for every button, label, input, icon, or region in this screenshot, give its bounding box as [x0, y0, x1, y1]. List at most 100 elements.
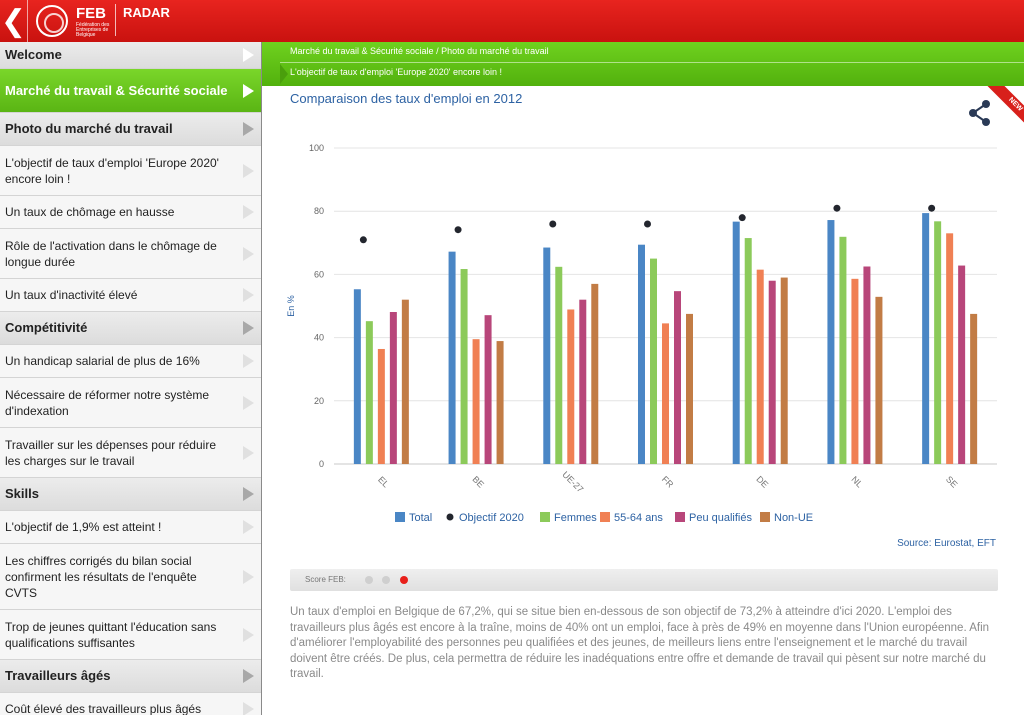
sidebar-item-8[interactable]: Un handicap salarial de plus de 16%: [0, 345, 261, 378]
chart-source: Source: Eurostat, EFT: [897, 538, 996, 549]
breadcrumb-path[interactable]: Marché du travail & Sécurité sociale / P…: [290, 46, 549, 56]
bar: [472, 339, 480, 464]
y-axis-label: En %: [286, 295, 296, 317]
breadcrumb-divider: [280, 62, 1024, 63]
bar: [448, 251, 456, 464]
chevron-right-icon: [243, 445, 254, 460]
legend-label: Objectif 2020: [459, 512, 524, 524]
legend-swatch: [600, 512, 610, 522]
y-tick-label: 40: [314, 333, 324, 343]
logo-circle-icon: [36, 5, 68, 37]
sidebar-item-7[interactable]: Compétitivité: [0, 312, 261, 345]
x-tick-label: FR: [660, 474, 676, 490]
target-marker: [644, 220, 651, 228]
logo-text: FEB: [76, 5, 106, 22]
back-button[interactable]: ❮: [0, 0, 28, 42]
bar: [744, 238, 752, 464]
sidebar-item-14[interactable]: Trop de jeunes quittant l'éducation sans…: [0, 610, 261, 660]
bar: [674, 291, 681, 464]
legend-label: Total: [409, 512, 432, 524]
bar: [686, 313, 693, 464]
y-tick-label: 100: [309, 143, 324, 153]
sidebar-item-label: Un handicap salarial de plus de 16%: [5, 354, 200, 368]
main-content: Comparaison des taux d'emploi en 2012 NE…: [262, 86, 1024, 715]
legend-label: Peu qualifiés: [689, 512, 752, 524]
bar: [638, 244, 645, 464]
x-tick-label: DE: [754, 474, 770, 490]
chevron-right-icon: [243, 48, 254, 62]
bar: [946, 233, 954, 464]
bar: [732, 221, 740, 464]
legend-swatch: [675, 512, 685, 522]
sidebar-item-label: Un taux d'inactivité élevé: [5, 288, 138, 302]
sidebar-item-2[interactable]: Photo du marché du travail: [0, 113, 261, 146]
sidebar-item-label: Travailler sur les dépenses pour réduire…: [5, 437, 216, 468]
bar: [970, 313, 978, 464]
bar: [768, 280, 776, 464]
sidebar-item-label: Les chiffres corrigés du bilan social co…: [5, 553, 197, 600]
sidebar-item-4[interactable]: Un taux de chômage en hausse: [0, 196, 261, 229]
score-dot-2: [382, 576, 390, 584]
sidebar-item-16[interactable]: Coût élevé des travailleurs plus âgés: [0, 693, 261, 715]
bar: [756, 269, 764, 464]
sidebar-item-3[interactable]: L'objectif de taux d'emploi 'Europe 2020…: [0, 146, 261, 196]
share-icon[interactable]: [965, 98, 995, 128]
chevron-left-icon: ❮: [0, 4, 27, 38]
feb-logo: FEB Fédération des Entreprises de Belgiq…: [36, 4, 116, 38]
y-tick-label: 80: [314, 206, 324, 216]
legend-swatch: [395, 512, 405, 522]
bar: [662, 323, 669, 464]
target-marker: [549, 220, 557, 228]
y-tick-label: 20: [314, 396, 324, 406]
sidebar-item-label: Rôle de l'activation dans le chômage de …: [5, 238, 217, 269]
sidebar-item-5[interactable]: Rôle de l'activation dans le chômage de …: [0, 229, 261, 279]
sidebar-item-1[interactable]: Marché du travail & Sécurité sociale: [0, 69, 261, 113]
score-bar: Score FEB:: [290, 569, 998, 591]
legend-marker: [446, 513, 454, 521]
bar: [922, 213, 930, 464]
sidebar-item-label: Compétitivité: [5, 320, 88, 335]
x-tick-label: SE: [944, 474, 960, 490]
sidebar-item-9[interactable]: Nécessaire de réformer notre système d'i…: [0, 378, 261, 428]
x-tick-label: BE: [470, 474, 486, 490]
chevron-right-icon: [243, 246, 254, 261]
y-tick-label: 0: [319, 459, 324, 469]
target-marker: [359, 236, 367, 244]
bar: [839, 236, 847, 464]
legend-label: Femmes: [554, 512, 597, 524]
chevron-right-icon: [243, 122, 254, 136]
bar: [496, 341, 504, 464]
chevron-right-icon: [243, 702, 254, 715]
app-title: RADAR: [123, 5, 170, 20]
y-tick-label: 60: [314, 269, 324, 279]
sidebar-item-13[interactable]: Les chiffres corrigés du bilan social co…: [0, 544, 261, 610]
bar: [484, 315, 492, 464]
bar: [353, 289, 361, 464]
sidebar-item-label: L'objectif de taux d'emploi 'Europe 2020…: [5, 155, 219, 186]
sidebar-item-6[interactable]: Un taux d'inactivité élevé: [0, 279, 261, 312]
bar: [377, 348, 385, 464]
sidebar-item-15[interactable]: Travailleurs âgés: [0, 660, 261, 693]
sidebar-item-0[interactable]: Welcome: [0, 42, 261, 69]
bar: [875, 296, 883, 464]
bar: [401, 299, 409, 464]
sidebar-item-11[interactable]: Skills: [0, 478, 261, 511]
sidebar-item-10[interactable]: Travailler sur les dépenses pour réduire…: [0, 428, 261, 478]
score-label: Score FEB:: [305, 575, 346, 584]
sidebar-menu: Welcome Marché du travail & Sécurité soci…: [0, 42, 262, 715]
bar: [555, 266, 563, 464]
bar: [567, 309, 575, 464]
chevron-right-icon: [243, 205, 254, 219]
score-dot-3: [400, 576, 408, 584]
bar: [460, 269, 468, 464]
bar: [579, 299, 587, 464]
sidebar-item-label: Nécessaire de réformer notre système d'i…: [5, 387, 210, 418]
legend-swatch: [540, 512, 550, 522]
employment-chart: 0 20 40 60 80 100 En % EL BE UE-27 FR DE NL SE Total Ob…: [286, 143, 997, 524]
sidebar-item-12[interactable]: L'objectif de 1,9% est atteint !: [0, 511, 261, 544]
sidebar-item-label: Un taux de chômage en hausse: [5, 205, 175, 219]
chevron-right-icon: [243, 395, 254, 410]
sidebar-item-label: Skills: [5, 486, 39, 501]
bar: [863, 266, 871, 464]
sidebar-item-label: Coût élevé des travailleurs plus âgés: [5, 702, 202, 715]
